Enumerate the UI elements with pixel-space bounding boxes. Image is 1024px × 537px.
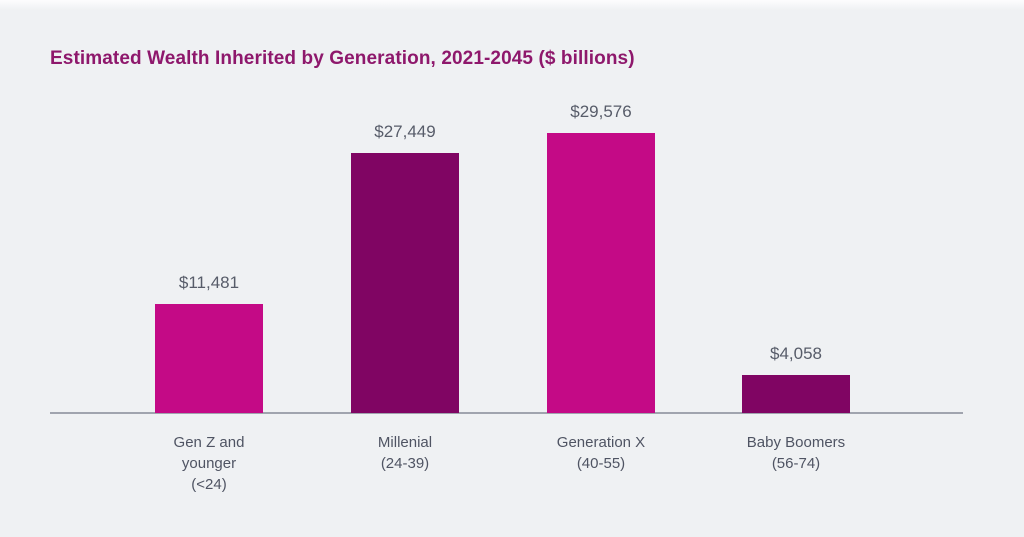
category-label-line: (<24) bbox=[191, 476, 227, 493]
value-label-generation-x-40-55: $29,576 bbox=[570, 102, 632, 121]
top-edge-highlight bbox=[0, 0, 1024, 10]
category-label-millenial-24-39: Millenial (24-39) bbox=[305, 432, 505, 474]
category-label-line: (56-74) bbox=[771, 455, 821, 472]
bar-gen-z-and-younger-24 bbox=[155, 304, 263, 413]
bar-generation-x-40-55 bbox=[547, 133, 655, 413]
x-axis-line bbox=[50, 412, 963, 414]
category-label-line: Gen Z and bbox=[173, 434, 245, 451]
category-label-line: Baby Boomers bbox=[746, 434, 846, 451]
bar-baby-boomers-56-74 bbox=[742, 375, 850, 413]
category-label-line: younger bbox=[181, 455, 237, 472]
value-label-millenial-24-39: $27,449 bbox=[374, 122, 436, 141]
category-label-line: (40-55) bbox=[576, 455, 626, 472]
category-label-line: Generation X bbox=[556, 434, 646, 451]
category-label-gen-z-and-younger-24: Gen Z and younger (<24) bbox=[109, 432, 309, 495]
chart-title: Estimated Wealth Inherited by Generation… bbox=[50, 48, 635, 69]
category-label-line: Millenial bbox=[377, 434, 433, 451]
value-label-baby-boomers-56-74: $4,058 bbox=[770, 344, 822, 363]
category-label-generation-x-40-55: Generation X (40-55) bbox=[501, 432, 701, 474]
value-label-gen-z-and-younger-24: $11,481 bbox=[178, 273, 240, 292]
category-label-baby-boomers-56-74: Baby Boomers (56-74) bbox=[696, 432, 896, 474]
category-label-line: (24-39) bbox=[380, 455, 430, 472]
bar-millenial-24-39 bbox=[351, 153, 459, 413]
